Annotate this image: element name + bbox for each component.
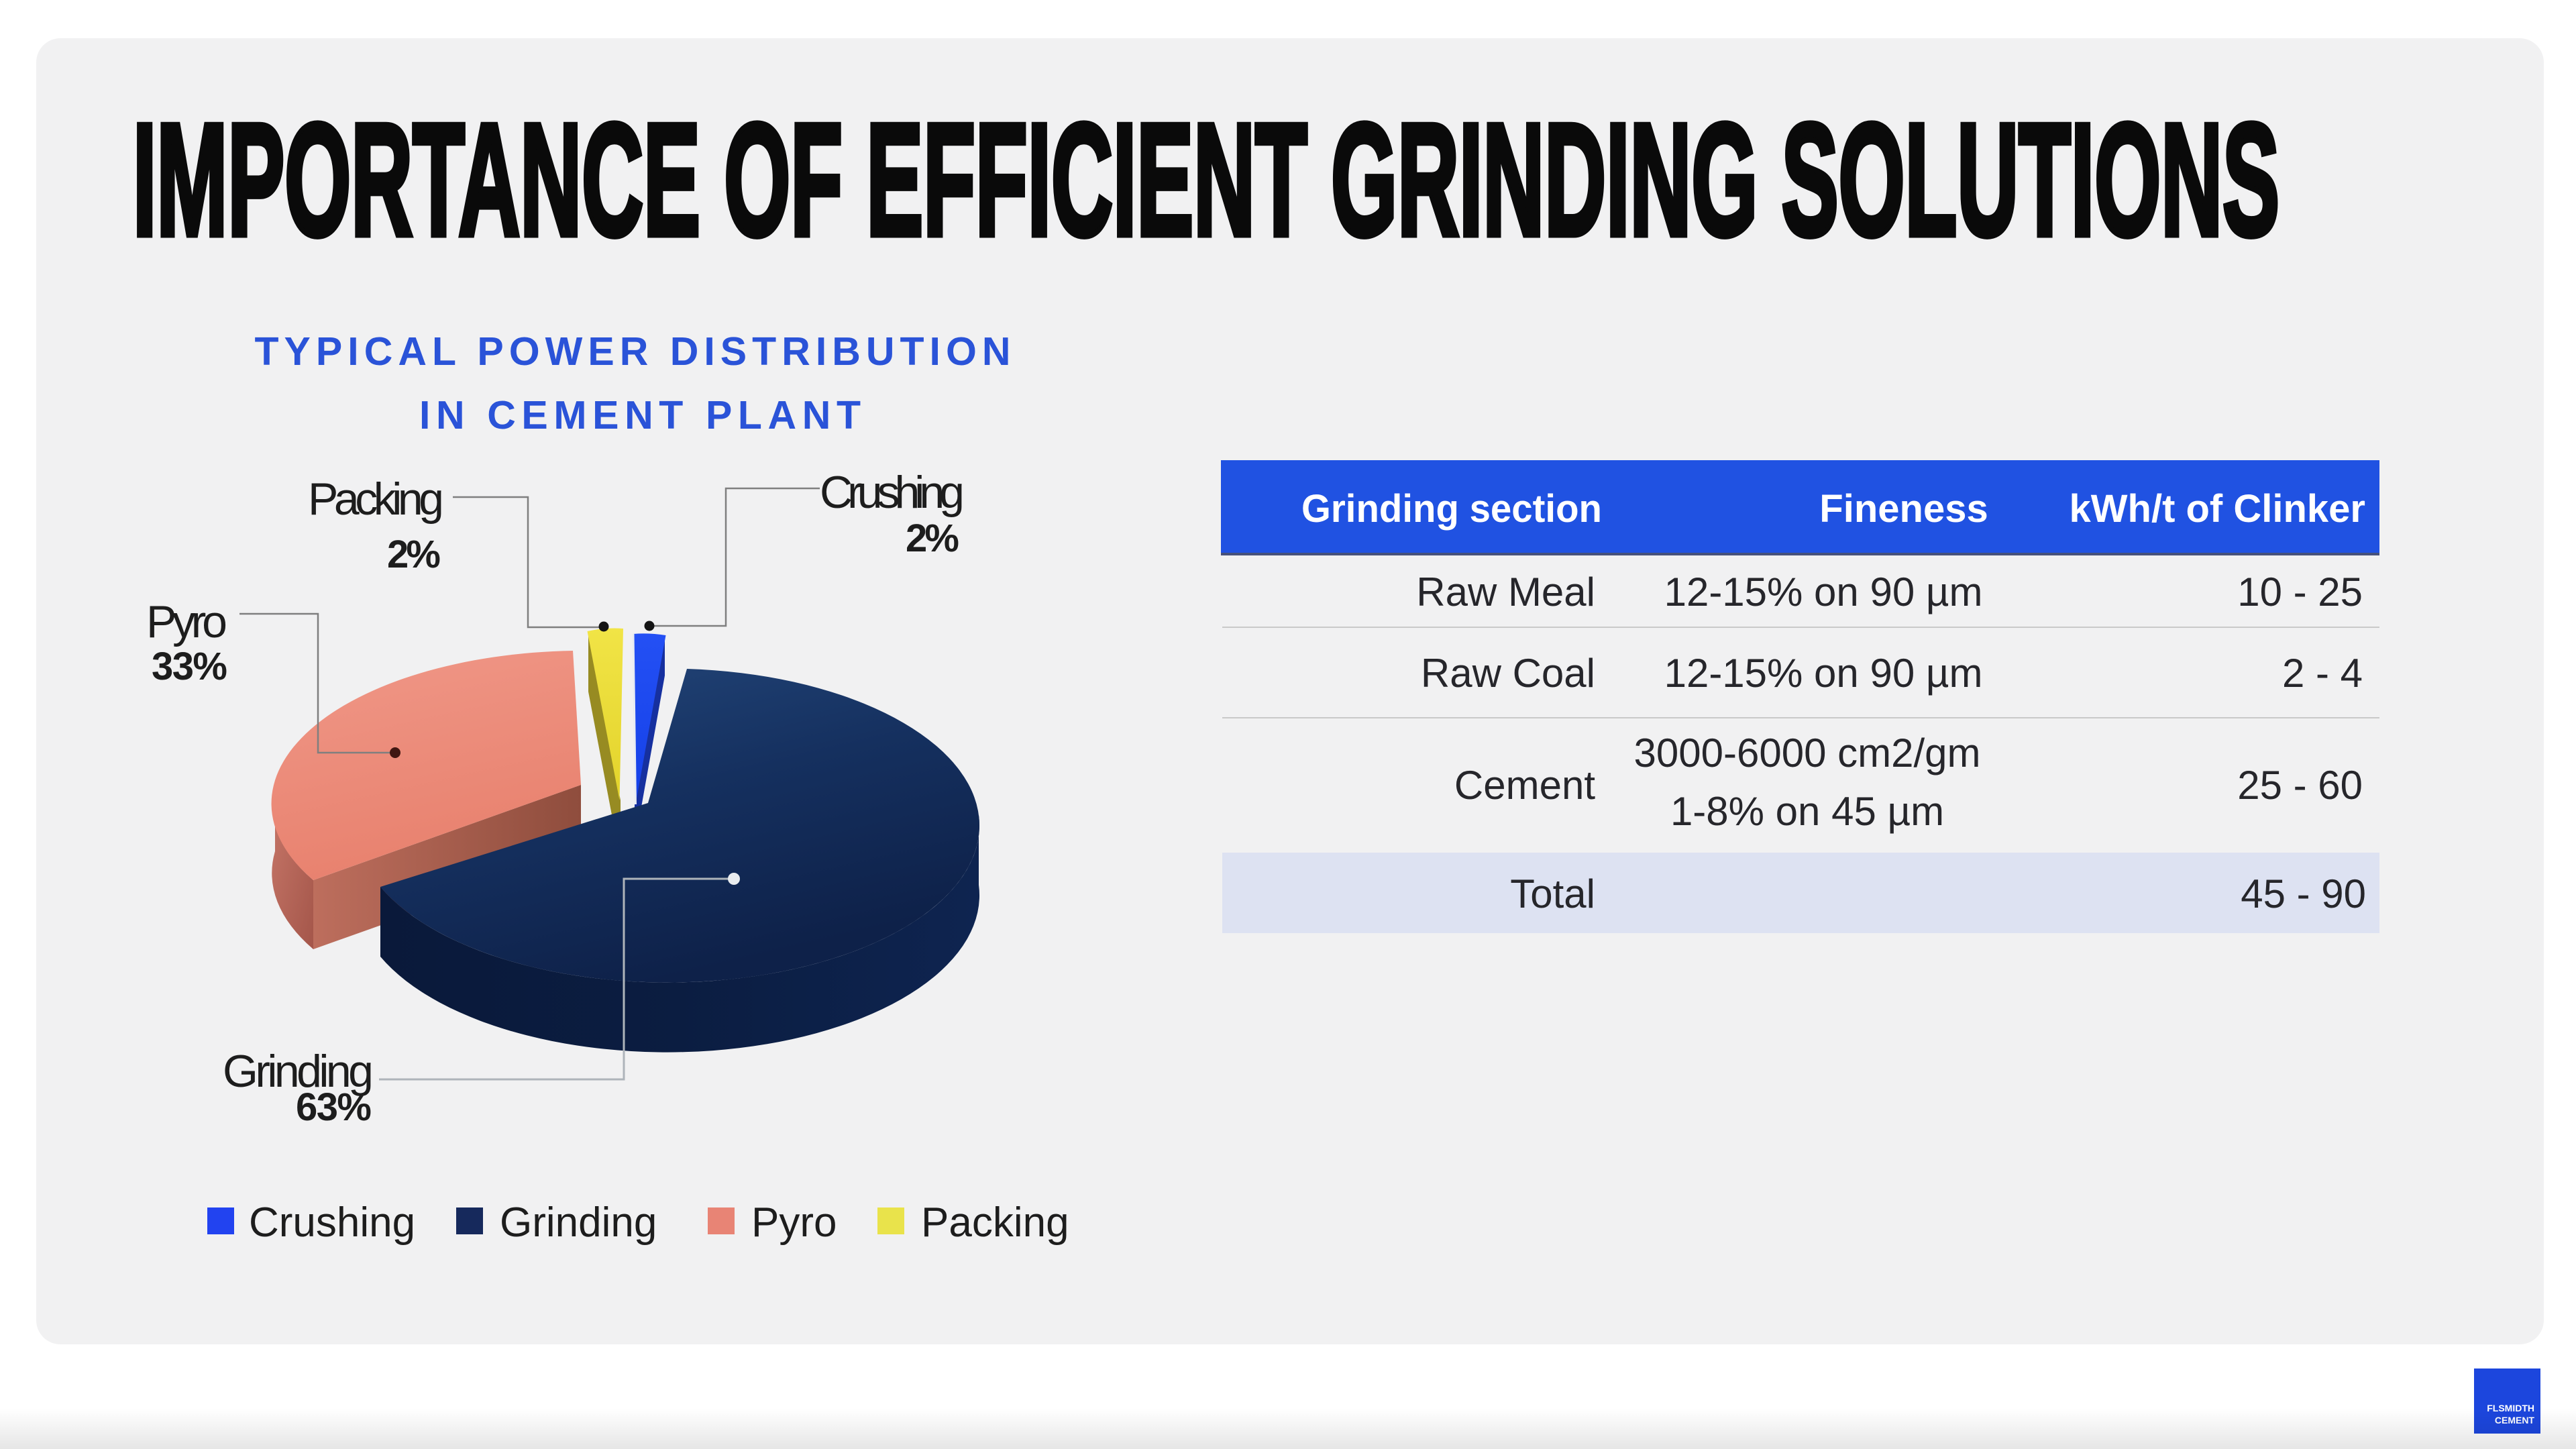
svg-text:2 - 4: 2 - 4 xyxy=(2282,651,2363,696)
svg-text:Raw Coal: Raw Coal xyxy=(1421,651,1595,696)
svg-text:Raw Meal: Raw Meal xyxy=(1416,570,1595,614)
svg-text:33%: 33% xyxy=(152,645,227,688)
svg-text:Pyro: Pyro xyxy=(751,1199,837,1246)
svg-text:Pyro: Pyro xyxy=(146,596,227,647)
svg-text:Grinding section: Grinding section xyxy=(1301,487,1602,531)
svg-text:Packing: Packing xyxy=(921,1199,1069,1246)
svg-text:25 - 60: 25 - 60 xyxy=(2237,763,2363,808)
svg-text:kWh/t of Clinker: kWh/t of Clinker xyxy=(2070,487,2365,531)
svg-text:1-8% on 45 µm: 1-8% on 45 µm xyxy=(1670,789,1944,834)
svg-text:2%: 2% xyxy=(906,517,959,560)
svg-text:Crushing: Crushing xyxy=(249,1199,415,1246)
svg-text:2%: 2% xyxy=(387,533,441,576)
svg-text:Crushing: Crushing xyxy=(820,467,965,518)
svg-text:Cement: Cement xyxy=(1454,763,1595,808)
svg-text:Grinding: Grinding xyxy=(500,1199,657,1246)
svg-text:Total: Total xyxy=(1510,871,1595,916)
svg-text:Packing: Packing xyxy=(308,474,444,525)
svg-text:Fineness: Fineness xyxy=(1819,487,1988,531)
svg-text:12-15% on 90 µm: 12-15% on 90 µm xyxy=(1664,651,1983,696)
svg-text:3000-6000 cm2/gm: 3000-6000 cm2/gm xyxy=(1634,731,1981,775)
svg-text:63%: 63% xyxy=(296,1085,372,1129)
svg-text:IN CEMENT PLANT: IN CEMENT PLANT xyxy=(419,393,861,437)
svg-text:Grinding: Grinding xyxy=(223,1046,374,1097)
svg-text:TYPICAL POWER DISTRIBUTION: TYPICAL POWER DISTRIBUTION xyxy=(255,329,1011,374)
svg-text:12-15% on 90 µm: 12-15% on 90 µm xyxy=(1664,570,1983,614)
svg-text:IMPORTANCE OF EFFICIENT GRINDI: IMPORTANCE OF EFFICIENT GRINDING SOLUTIO… xyxy=(133,91,2279,269)
svg-text:45 - 90: 45 - 90 xyxy=(2241,871,2366,916)
svg-text:10 - 25: 10 - 25 xyxy=(2237,570,2363,614)
